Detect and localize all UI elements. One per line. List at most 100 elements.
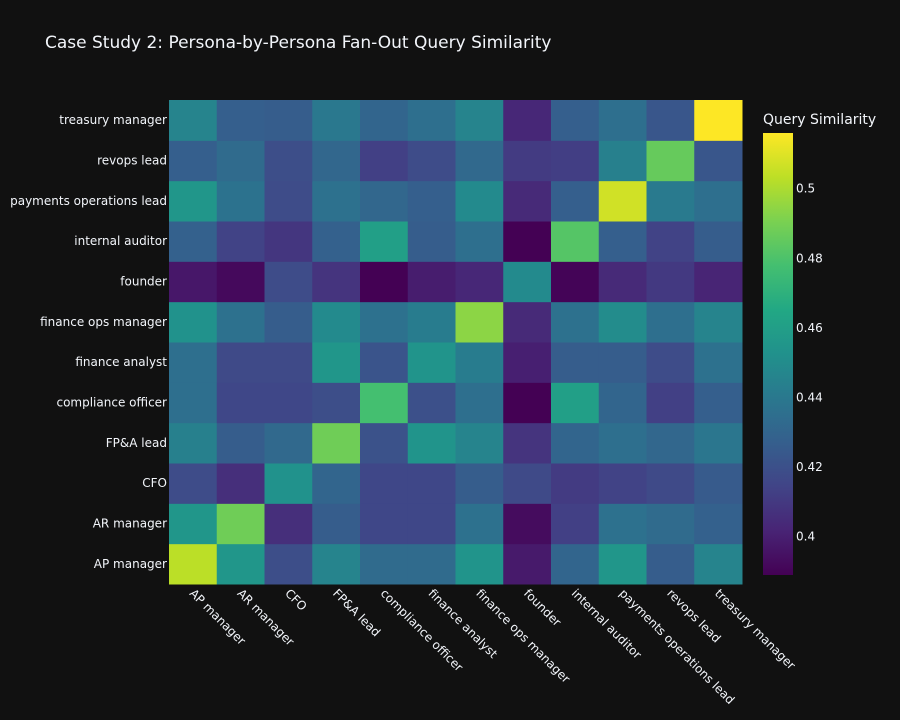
y-tick-label: AR manager (93, 517, 167, 531)
heatmap-cell (694, 100, 743, 141)
heatmap-cell (169, 180, 218, 222)
heatmap-cell (694, 261, 743, 303)
heatmap-cell (169, 140, 218, 182)
heatmap-cell (455, 100, 504, 141)
heatmap-cell (360, 180, 409, 222)
heatmap-cell (264, 221, 313, 262)
heatmap-cell (360, 422, 409, 464)
y-axis-tick-labels: AP manager AR manager CFO FP&A lead complian… (10, 113, 167, 571)
y-tick-label: treasury manager (59, 113, 167, 127)
y-tick-label: revops lead (97, 154, 167, 168)
y-tick-label: AP manager (94, 557, 167, 571)
heatmap-cell (264, 543, 313, 585)
heatmap-cell (360, 503, 409, 545)
heatmap-cell (551, 301, 600, 343)
heatmap-cell (216, 261, 265, 303)
x-tick-label: founder (521, 586, 564, 629)
heatmap-cell (598, 221, 647, 262)
colorbar-tick-label: 0.5 (796, 182, 815, 196)
heatmap-cell (216, 100, 265, 141)
colorbar: Query Similarity 0.4 0.42 0.44 0.46 0.48 0.5 (763, 112, 876, 575)
heatmap-cell (312, 382, 361, 424)
heatmap-cell (503, 543, 552, 585)
heatmap-cell (551, 140, 600, 182)
heatmap-cell (646, 342, 695, 383)
heatmap-cell (264, 100, 313, 141)
heatmap-cell (503, 261, 552, 303)
heatmap-cell (646, 503, 695, 545)
heatmap-cell (407, 180, 456, 222)
heatmap-cell (455, 221, 504, 262)
heatmap-cell (503, 382, 552, 424)
heatmap-cell (407, 301, 456, 343)
heatmap-cell (360, 463, 409, 504)
heatmap-cell (312, 221, 361, 262)
heatmap-cell (646, 221, 695, 262)
heatmap-cell (551, 221, 600, 262)
heatmap-cell (551, 342, 600, 383)
x-tick-label: finance ops manager (473, 586, 573, 686)
heatmap-cell (551, 503, 600, 545)
heatmap-cell (312, 180, 361, 222)
heatmap-cell (503, 221, 552, 262)
heatmap-cell (646, 422, 695, 464)
heatmap-cell (216, 180, 265, 222)
y-tick-label: finance ops manager (40, 315, 167, 329)
heatmap-cell (503, 503, 552, 545)
heatmap-cell (169, 503, 218, 545)
heatmap-cell (264, 382, 313, 424)
x-tick-label: compliance officer (378, 586, 466, 674)
heatmap-cell (455, 422, 504, 464)
y-tick-label: internal auditor (74, 234, 167, 248)
y-tick-label: payments operations lead (10, 194, 167, 208)
heatmap-cell (503, 301, 552, 343)
heatmap-cell (503, 422, 552, 464)
heatmap-cell (598, 422, 647, 464)
heatmap-cell (694, 301, 743, 343)
heatmap-cell (598, 140, 647, 182)
heatmap-cell (216, 463, 265, 504)
heatmap-cell (646, 180, 695, 222)
heatmap-cell (264, 422, 313, 464)
heatmap-cell (312, 301, 361, 343)
heatmap-cell (264, 261, 313, 303)
heatmap-cell (598, 180, 647, 222)
heatmap-cell (169, 221, 218, 262)
heatmap-cell (360, 301, 409, 343)
heatmap-cell (407, 422, 456, 464)
heatmap-cell (407, 543, 456, 585)
y-tick-label: founder (120, 275, 167, 289)
heatmap-cell (407, 342, 456, 383)
heatmap-cell (694, 543, 743, 585)
colorbar-tick-label: 0.44 (796, 391, 823, 405)
heatmap-cell (646, 100, 695, 141)
heatmap-cell (503, 100, 552, 141)
heatmap-cell (598, 543, 647, 585)
heatmap-cell (598, 463, 647, 504)
heatmap-cell (694, 503, 743, 545)
colorbar-tick-label: 0.48 (796, 251, 823, 265)
heatmap-cell (169, 261, 218, 303)
y-tick-label: compliance officer (56, 396, 167, 410)
heatmap-cell (216, 342, 265, 383)
heatmap-cell (551, 180, 600, 222)
heatmap-cell (646, 382, 695, 424)
heatmap-cell (264, 180, 313, 222)
heatmap-cell (503, 140, 552, 182)
heatmap-cell (455, 261, 504, 303)
heatmap-cell (455, 463, 504, 504)
heatmap-cell (360, 261, 409, 303)
y-tick-label: FP&A lead (106, 436, 167, 450)
heatmap-cell (216, 140, 265, 182)
chart-title: Case Study 2: Persona-by-Persona Fan-Out… (45, 33, 552, 53)
heatmap-cell (646, 140, 695, 182)
heatmap-cell (503, 180, 552, 222)
heatmap-cell (264, 463, 313, 504)
heatmap-cell (551, 261, 600, 303)
heatmap-cell (455, 382, 504, 424)
heatmap-cell (216, 301, 265, 343)
heatmap-cell (598, 301, 647, 343)
heatmap-cell (169, 342, 218, 383)
colorbar-title: Query Similarity (763, 112, 876, 128)
